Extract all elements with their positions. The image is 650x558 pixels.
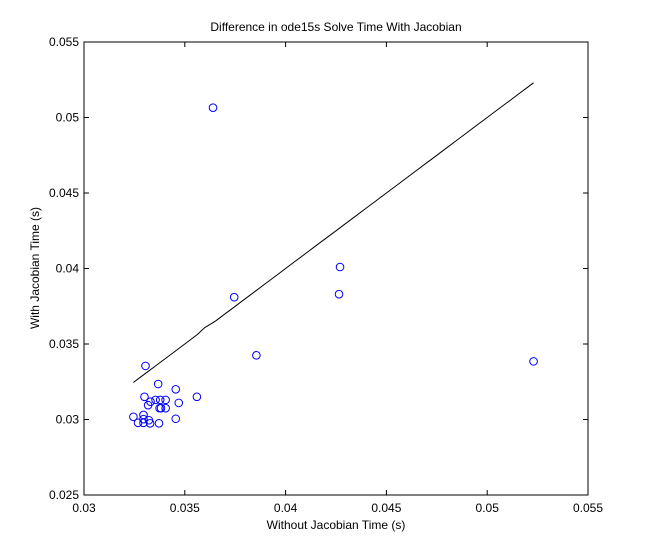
- x-axis-label: Without Jacobian Time (s): [267, 518, 406, 532]
- reference-line-group: [133, 82, 534, 383]
- data-point: [334, 289, 344, 299]
- x-axis-ticks: 0.03 0.035 0.04 0.045 0.05 0.055: [72, 42, 603, 515]
- data-point: [229, 292, 239, 302]
- data-points-group: [129, 103, 538, 428]
- data-point: [155, 395, 165, 405]
- chart-title: Difference in ode15s Solve Time With Jac…: [210, 20, 461, 34]
- data-point: [161, 395, 170, 405]
- y-tick-label: 0.055: [49, 35, 79, 49]
- reference-line: [133, 82, 534, 383]
- plot-area: [83, 41, 589, 496]
- data-point: [529, 357, 538, 366]
- data-point: [151, 395, 160, 405]
- y-tick-label: 0.035: [49, 337, 79, 351]
- x-tick-label: 0.055: [573, 501, 603, 515]
- y-tick-label: 0.04: [56, 262, 80, 276]
- data-point: [171, 385, 181, 394]
- x-tick-label: 0.04: [274, 501, 298, 515]
- data-point: [171, 414, 181, 424]
- data-point: [140, 392, 149, 402]
- data-point: [141, 361, 150, 371]
- data-point: [192, 392, 202, 402]
- x-tick-label: 0.035: [170, 501, 200, 515]
- data-point: [252, 351, 261, 360]
- data-point: [146, 397, 155, 406]
- data-point: [139, 410, 148, 420]
- y-axis-ticks: 0.025 0.03 0.035 0.04 0.045 0.05 0.055: [49, 35, 588, 502]
- data-point: [153, 379, 163, 389]
- data-point: [145, 418, 155, 428]
- x-tick-label: 0.03: [72, 501, 96, 515]
- y-tick-label: 0.025: [49, 488, 79, 502]
- y-tick-label: 0.03: [56, 413, 80, 427]
- data-point: [335, 262, 345, 272]
- y-tick-label: 0.045: [49, 186, 79, 200]
- data-point: [139, 414, 148, 424]
- x-tick-label: 0.05: [476, 501, 500, 515]
- data-point: [129, 412, 138, 422]
- data-point: [156, 403, 166, 413]
- data-point: [174, 398, 184, 408]
- y-axis-label: With Jacobian Time (s): [28, 207, 42, 329]
- y-tick-label: 0.05: [56, 111, 80, 125]
- data-point: [161, 403, 170, 413]
- data-point: [208, 103, 218, 112]
- x-tick-label: 0.045: [371, 501, 401, 515]
- data-point: [154, 418, 164, 428]
